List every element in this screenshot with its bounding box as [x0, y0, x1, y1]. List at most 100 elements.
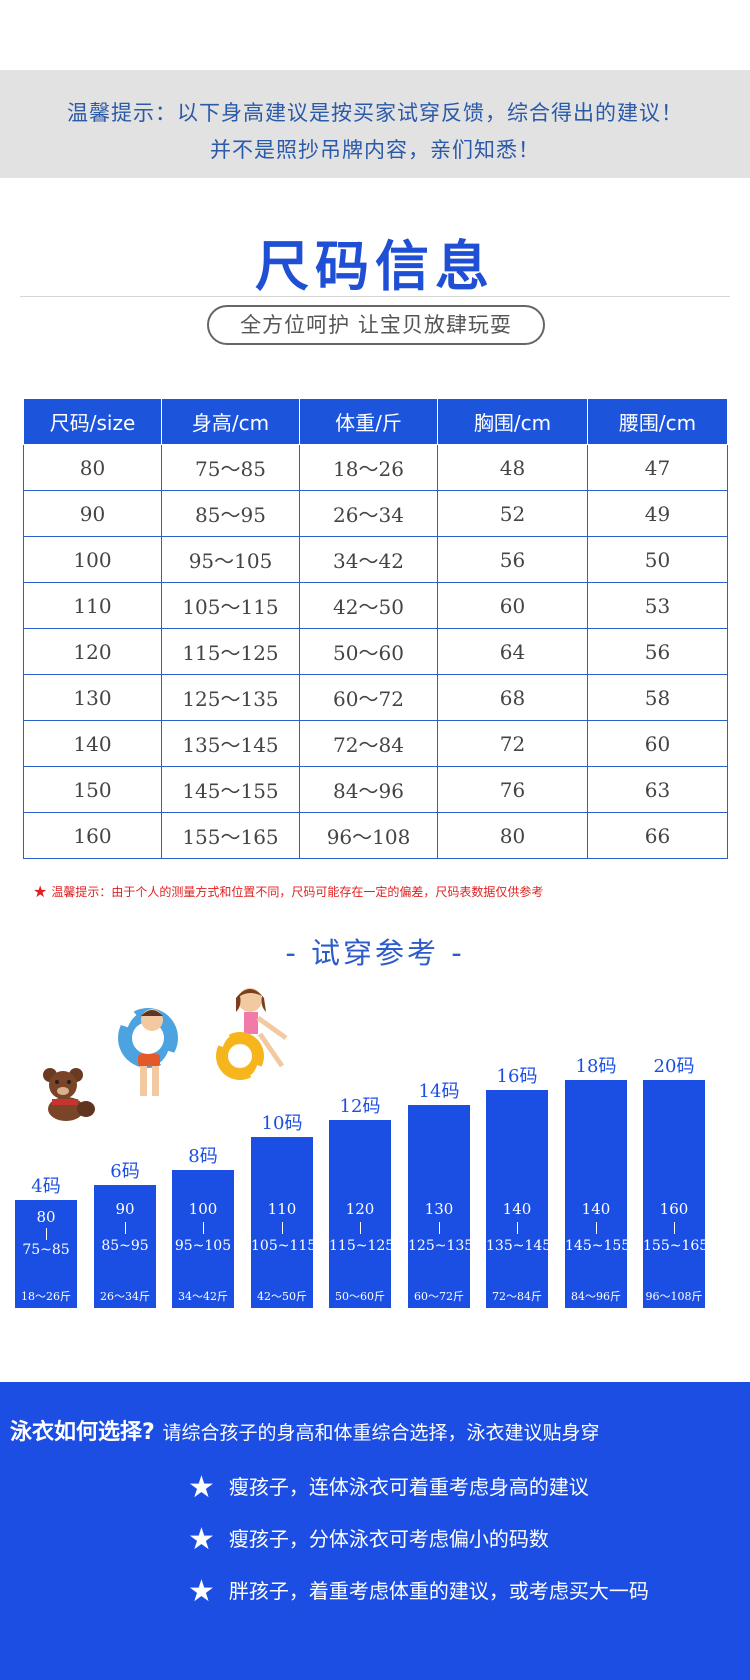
- table-cell: 80: [23, 444, 162, 491]
- header-waist: 腰围/cm: [587, 398, 728, 445]
- table-cell: 48: [437, 444, 588, 491]
- bar-separator: [517, 1222, 518, 1234]
- selection-tip: ★ 瘦孩子，分体泳衣可考虑偏小的码数: [188, 1522, 549, 1557]
- bar-size-label: 20码: [653, 1056, 695, 1077]
- star-icon: ★: [188, 1470, 215, 1505]
- size-bar: 130 125~135 60～72斤: [408, 1105, 473, 1308]
- table-cell: 63: [587, 766, 728, 813]
- table-row: 80 75～85 18～26 48 47: [23, 444, 728, 491]
- notice-line-1: 温馨提示：以下身高建议是按买家试穿反馈，综合得出的建议！: [67, 101, 683, 125]
- page-title: 尺码信息: [255, 235, 495, 298]
- table-cell: 160: [23, 812, 162, 859]
- bar-height-range: 95~105: [174, 1238, 232, 1254]
- swimwear-selection-panel: 泳衣如何选择? 请综合孩子的身高和体重综合选择，泳衣建议贴身穿 ★ 瘦孩子，连体泳…: [0, 1382, 750, 1680]
- bar-size-value: 120: [345, 1200, 375, 1218]
- subtitle-pill: 全方位呵护 让宝贝放肆玩耍: [207, 305, 545, 345]
- selection-tip: ★ 胖孩子，着重考虑体重的建议，或考虑买大一码: [188, 1574, 649, 1609]
- selection-question: 泳衣如何选择? 请综合孩子的身高和体重综合选择，泳衣建议贴身穿: [10, 1414, 599, 1446]
- selection-tip-text: 瘦孩子，连体泳衣可着重考虑身高的建议: [228, 1475, 589, 1499]
- header-weight: 体重/斤: [299, 398, 438, 445]
- bar-height-range: 75~85: [22, 1242, 70, 1258]
- table-cell: 50: [587, 536, 728, 583]
- selection-tip-text: 瘦孩子，分体泳衣可考虑偏小的码数: [228, 1527, 549, 1551]
- bar-size-value: 140: [581, 1200, 611, 1218]
- table-row: 130 125～135 60～72 68 58: [23, 674, 728, 721]
- bar-weight-range: 34～42斤: [178, 1290, 228, 1303]
- table-cell: 34～42: [299, 536, 438, 583]
- bar-size-value: 80: [36, 1208, 56, 1226]
- bar-size-label: 10码: [261, 1113, 303, 1134]
- size-bar: 140 145~155 84～96斤: [565, 1080, 630, 1308]
- table-cell: 96～108: [299, 812, 438, 859]
- bar-weight-range: 26～34斤: [100, 1290, 150, 1303]
- notice-banner: 温馨提示：以下身高建议是按买家试穿反馈，综合得出的建议！ 并不是照抄吊牌内容，亲…: [0, 70, 750, 178]
- size-bar: 140 135~145 72～84斤: [486, 1090, 552, 1308]
- bar-separator: [596, 1222, 597, 1234]
- size-bar: 160 155~165 96～108斤: [643, 1080, 709, 1308]
- fitting-reference-title: - 试穿参考 -: [285, 936, 465, 970]
- bar-separator: [282, 1222, 283, 1234]
- table-cell: 58: [587, 674, 728, 721]
- table-row: 110 105～115 42～50 60 53: [23, 582, 728, 629]
- selection-tip-text: 胖孩子，着重考虑体重的建议，或考虑买大一码: [228, 1579, 649, 1603]
- bar-size-value: 90: [115, 1200, 135, 1218]
- table-cell: 84～96: [299, 766, 438, 813]
- bar-weight-range: 60～72斤: [414, 1290, 464, 1303]
- size-bar: 90 85~95 26～34斤: [94, 1185, 156, 1308]
- bar-size-value: 130: [424, 1200, 454, 1218]
- notice-line-2: 并不是照抄吊牌内容，亲们知悉！: [210, 138, 540, 162]
- table-cell: 150: [23, 766, 162, 813]
- bar-weight-range: 42～50斤: [257, 1290, 307, 1303]
- table-cell: 53: [587, 582, 728, 629]
- bar-size-value: 110: [267, 1200, 297, 1218]
- bar-weight-range: 50～60斤: [335, 1290, 385, 1303]
- table-cell: 85～95: [161, 490, 300, 537]
- bar-separator: [439, 1222, 440, 1234]
- girl-swim-ring-icon: [216, 988, 288, 1081]
- bar-size-label: 4码: [31, 1176, 61, 1197]
- bar-size-label: 14码: [418, 1081, 460, 1102]
- bar-size-value: 100: [188, 1200, 218, 1218]
- table-cell: 100: [23, 536, 162, 583]
- table-cell: 60: [437, 582, 588, 629]
- table-cell: 47: [587, 444, 728, 491]
- bar-height-range: 135~145: [486, 1238, 552, 1254]
- table-cell: 72～84: [299, 720, 438, 767]
- table-cell: 125～135: [161, 674, 300, 721]
- table-cell: 130: [23, 674, 162, 721]
- table-row: 90 85～95 26～34 52 49: [23, 490, 728, 537]
- size-table: 尺码/size 身高/cm 体重/斤 胸围/cm 腰围/cm 80 75～85 18…: [23, 398, 728, 859]
- table-row: 150 145～155 84～96 76 63: [23, 766, 728, 813]
- bar-height-range: 155~165: [643, 1238, 709, 1254]
- teddy-bear-icon: [43, 1068, 95, 1121]
- selection-question-title: 泳衣如何选择?: [10, 1420, 155, 1445]
- bar-height-range: 115~125: [329, 1238, 395, 1254]
- table-cell: 75～85: [161, 444, 300, 491]
- star-icon: ★: [33, 882, 48, 901]
- table-cell: 50～60: [299, 628, 438, 675]
- table-row: 120 115～125 50～60 64 56: [23, 628, 728, 675]
- size-bar: 100 95~105 34～42斤: [172, 1170, 234, 1308]
- table-cell: 18～26: [299, 444, 438, 491]
- table-cell: 155～165: [161, 812, 300, 859]
- table-cell: 72: [437, 720, 588, 767]
- bar-height-range: 85~95: [101, 1238, 149, 1254]
- table-cell: 90: [23, 490, 162, 537]
- bar-separator: [360, 1222, 361, 1234]
- bar-separator: [203, 1222, 204, 1234]
- bar-separator: [674, 1222, 675, 1234]
- bar-size-value: 140: [502, 1200, 532, 1218]
- table-cell: 56: [437, 536, 588, 583]
- bar-separator: [46, 1228, 47, 1240]
- table-cell: 60～72: [299, 674, 438, 721]
- star-icon: ★: [188, 1522, 215, 1557]
- bar-separator: [125, 1222, 126, 1234]
- size-bar: 80 75~85 18～26斤: [15, 1200, 77, 1308]
- boy-swim-ring-icon: [118, 1008, 178, 1096]
- table-cell: 80: [437, 812, 588, 859]
- bar-size-label: 12码: [339, 1096, 381, 1117]
- table-cell: 115～125: [161, 628, 300, 675]
- selection-tip: ★ 瘦孩子，连体泳衣可着重考虑身高的建议: [188, 1470, 589, 1505]
- table-cell: 110: [23, 582, 162, 629]
- warning-text: 温馨提示：由于个人的测量方式和位置不同，尺码可能存在一定的偏差，尺码表数据仅供参…: [51, 885, 544, 899]
